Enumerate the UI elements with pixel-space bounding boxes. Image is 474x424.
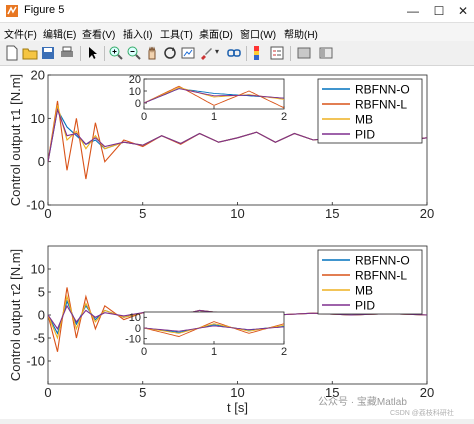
link-icon[interactable]	[226, 45, 242, 61]
axes-2-ytick-label: -5	[33, 331, 45, 346]
legend-1-label: MB	[355, 113, 373, 127]
inset-2-series-group	[144, 321, 284, 337]
inset-2-line-pid	[144, 325, 284, 332]
window-title: Figure 5	[24, 4, 65, 16]
menu-desktop[interactable]: 桌面(D)	[199, 30, 233, 41]
menu-insert[interactable]: 插入(I)	[123, 30, 153, 41]
window-titlebar: Figure 5 — ☐ ✕	[0, 0, 474, 23]
axes-1-ytick-label: 20	[31, 68, 45, 83]
inset-1-xtick-label: 2	[281, 111, 287, 123]
toolbar-separator	[104, 46, 105, 61]
print-icon[interactable]	[59, 45, 75, 61]
show-plot-tools-icon[interactable]	[318, 45, 334, 61]
inset-1-line-pid	[144, 88, 284, 104]
legend-1-label: RBFNN-O	[355, 83, 410, 97]
axes-1-ytick-label: 0	[38, 154, 45, 169]
menu-tools[interactable]: 工具(T)	[160, 30, 193, 41]
inset-2-line-mb	[144, 323, 284, 334]
axes-2-xtick-label: 15	[325, 385, 339, 400]
minimize-button[interactable]: —	[407, 4, 419, 18]
hide-plot-tools-icon[interactable]	[296, 45, 312, 61]
inset-2-xtick-label: 1	[211, 346, 217, 358]
axes-1-ylabel: Control output τ1 [N.m]	[8, 74, 23, 206]
axes-2-ytick-label: 5	[38, 285, 45, 300]
inset-1-xtick-label: 0	[141, 111, 147, 123]
open-folder-icon[interactable]	[22, 45, 38, 61]
toolbar-separator	[246, 46, 247, 61]
legend-1-label: RBFNN-L	[355, 98, 407, 112]
legend-2-label: RBFNN-O	[355, 254, 410, 268]
colorbar-icon[interactable]	[251, 45, 267, 61]
axes-1-xtick-label: 10	[230, 206, 244, 221]
axes-1-ytick-label: -10	[26, 198, 45, 213]
inset-2-xtick-label: 2	[281, 346, 287, 358]
figure-canvas: 0 5 10 15 20 -10 0 10 20 Control output τ1 [N.m] 0…	[0, 66, 474, 419]
menu-window[interactable]: 窗口(W)	[240, 30, 277, 41]
close-button[interactable]: ✕	[457, 4, 469, 18]
inset-2-line-rbfnn-l	[144, 321, 284, 337]
brush-icon[interactable]	[198, 45, 214, 61]
legend-2-label: PID	[355, 299, 375, 313]
axes-1-xtick-label: 5	[139, 206, 146, 221]
inset-1-xtick-label: 1	[211, 111, 217, 123]
axes-2-ytick-label: 10	[31, 262, 45, 277]
inset-2-ytick-label: 10	[129, 312, 141, 324]
menu-help[interactable]: 帮助(H)	[284, 30, 318, 41]
axes-2-xlabel: t [s]	[227, 400, 248, 415]
inset-1-frame	[143, 78, 285, 110]
pointer-icon[interactable]	[85, 45, 101, 61]
axes-2-xtick-label: 20	[420, 385, 434, 400]
axes-2-xtick-label: 5	[139, 385, 146, 400]
inset-2-frame	[143, 311, 285, 345]
axes-1-xtick-label: 0	[44, 206, 51, 221]
menu-file[interactable]: 文件(F)	[4, 30, 37, 41]
menu-view[interactable]: 查看(V)	[82, 30, 116, 41]
rotate-icon[interactable]	[162, 45, 178, 61]
menu-edit[interactable]: 编辑(E)	[43, 30, 77, 41]
inset-1-ytick-label: 10	[129, 86, 141, 98]
toolbar-separator	[80, 46, 81, 61]
maximize-button[interactable]: ☐	[433, 4, 445, 18]
zoom-out-icon[interactable]	[126, 45, 142, 61]
menu-bar: 文件(F) 编辑(E) 查看(V) 插入(I) 工具(T) 桌面(D) 窗口(W…	[0, 23, 474, 41]
legend-icon[interactable]	[269, 45, 285, 61]
axes-2-ytick-label: -10	[26, 354, 45, 369]
watermark-text: 公众号 · 宝藏Matlab	[318, 397, 407, 408]
zoom-in-icon[interactable]	[108, 45, 124, 61]
inset-1-ytick-label: 20	[129, 74, 141, 86]
pan-icon[interactable]	[144, 45, 160, 61]
data-cursor-icon[interactable]	[180, 45, 196, 61]
inset-2-ytick-label: -10	[125, 334, 141, 346]
inset-2-ytick-label: 0	[135, 323, 141, 335]
inset-2-xtick-label: 0	[141, 346, 147, 358]
chevron-down-icon[interactable]: ▾	[215, 47, 220, 56]
axes-2-xtick-label: 10	[230, 385, 244, 400]
legend-1-label: PID	[355, 128, 375, 142]
axes-1-ytick-label: 10	[31, 111, 45, 126]
toolbar: ▾	[0, 41, 474, 66]
matlab-figure-icon	[6, 5, 18, 17]
legend-2-label: MB	[355, 284, 373, 298]
axes-2-xtick-label: 0	[44, 385, 51, 400]
new-file-icon[interactable]	[4, 45, 20, 61]
axes-2-ytick-label: 0	[38, 308, 45, 323]
toolbar-separator	[290, 46, 291, 61]
axes-1-xtick-label: 15	[325, 206, 339, 221]
axes-1-xtick-label: 20	[420, 206, 434, 221]
inset-1-series-group	[144, 85, 284, 109]
save-icon[interactable]	[40, 45, 56, 61]
axes-2-ylabel: Control output τ2 [N.m]	[8, 249, 23, 381]
legend-2-label: RBFNN-L	[355, 269, 407, 283]
inset-1-ytick-label: 0	[135, 98, 141, 110]
watermark-subtext: CSDN @荔枝科研社	[390, 410, 454, 417]
